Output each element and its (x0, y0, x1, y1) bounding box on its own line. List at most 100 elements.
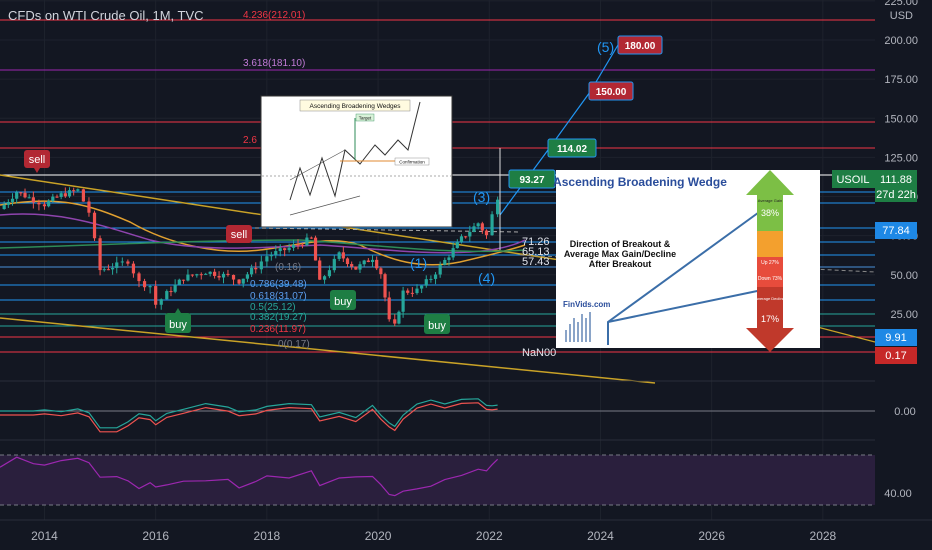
candle-body (393, 319, 397, 324)
buy-signal-3[interactable]: buy (424, 314, 450, 334)
candle-body (245, 274, 250, 279)
fib-label-0382: 0.382(19.27) (250, 312, 307, 323)
candle-body (429, 278, 433, 280)
fib-labels: 4.236(212.01) 3.618(181.10) 2.6 0.786(39… (243, 10, 310, 350)
candle-body (126, 261, 130, 264)
candle-body (2, 204, 6, 210)
candle-body (366, 260, 370, 263)
candle-body (142, 281, 147, 288)
candle-body (23, 192, 27, 198)
target-93-text: 93.27 (519, 175, 544, 186)
buy-label-text: buy (334, 296, 352, 308)
inset-stats-title: Ascending Broadening Wedge (553, 175, 727, 189)
candle-body (269, 254, 273, 257)
candle-body (254, 267, 258, 270)
oscillator-rsi-pane (0, 439, 875, 506)
buy-signal-1[interactable]: buy (165, 308, 191, 333)
candle-body (350, 264, 354, 267)
candle-body (490, 214, 494, 236)
avg-gain-label: Average Gain (758, 198, 782, 203)
candle-body (300, 244, 305, 246)
candle-body (420, 285, 424, 289)
wave-4-label: (4) (478, 270, 495, 286)
candle-body (31, 197, 35, 203)
level-label-6513: 65.13 (522, 246, 550, 258)
candle-body (259, 261, 263, 270)
inset-stats-text-1: Direction of Breakout & (570, 239, 671, 249)
inset-wedge-title: Ascending Broadening Wedges (310, 103, 402, 110)
buy-signal-2[interactable]: buy (330, 290, 356, 310)
usoil-label-badge[interactable]: USOIL (832, 170, 875, 188)
candle-body (186, 274, 190, 281)
inset-logo-bars (565, 312, 591, 342)
price-tick: 125.00 (884, 152, 918, 164)
candle-body (106, 269, 111, 271)
avg-gain-value: 38% (761, 208, 779, 218)
candle-body (455, 241, 459, 249)
target-114[interactable]: 114.02 (547, 138, 597, 158)
candle-body (341, 252, 345, 259)
price-badge-7784-text: 77.84 (882, 225, 910, 237)
sell-signal-1[interactable]: sell (24, 150, 50, 173)
osc1-tick: 0.00 (894, 406, 915, 418)
price-badge-991[interactable]: 9.91 (875, 329, 917, 346)
candle-body (169, 291, 173, 293)
time-tick: 2016 (142, 529, 169, 543)
time-axis[interactable]: 2014 2016 2018 2020 2022 2024 2026 2028 (0, 519, 932, 543)
candle-body (447, 257, 451, 260)
candle-body (110, 267, 115, 270)
candle-body (81, 189, 85, 202)
candle-body (309, 237, 313, 239)
level-label-7126: 71.26 (522, 236, 550, 248)
target-180[interactable]: 180.00 (617, 35, 663, 55)
candle-body (226, 273, 230, 275)
candle-body (190, 274, 194, 276)
time-tick: 2024 (587, 529, 614, 543)
fib-label-3618: 3.618(181.10) (243, 58, 305, 69)
oscillator-macd-pane (0, 380, 875, 433)
fib-label-0618: 0.618(31.07) (250, 291, 307, 302)
finvids-logo: FinVids.com (563, 300, 610, 309)
candle-body (484, 230, 489, 236)
countdown-text: 27d 22h (876, 189, 916, 201)
candle-body (173, 284, 177, 292)
candle-body (19, 192, 23, 194)
avg-decline-label: Average Decline (755, 296, 785, 301)
price-badge-7784[interactable]: 77.84 (875, 222, 917, 239)
candle-body (27, 197, 31, 199)
time-tick: 2014 (31, 529, 58, 543)
usoil-price-badge[interactable]: 111.88 27d 22h (875, 170, 917, 202)
candle-body (410, 292, 414, 294)
candle-body (358, 264, 362, 270)
target-93[interactable]: 93.27 (508, 169, 556, 189)
avg-decline-value: 17% (761, 314, 779, 324)
wave-1-label: (1) (410, 255, 427, 271)
down-pct: Down 73% (758, 276, 783, 282)
target-150[interactable]: 150.00 (588, 81, 634, 101)
candle-body (370, 259, 375, 263)
time-tick: 2020 (365, 529, 392, 543)
candle-body (265, 256, 269, 262)
price-tick: 150.00 (884, 113, 918, 125)
candle-body (165, 291, 169, 300)
candle-body (464, 236, 468, 238)
price-badge-017[interactable]: 0.17 (875, 347, 917, 364)
price-badge-017-text: 0.17 (885, 350, 906, 362)
fib-label-0236: 0.236(11.97) (250, 324, 306, 335)
candle-body (195, 274, 199, 276)
candle-body (37, 202, 41, 205)
candle-body (72, 190, 76, 192)
candle-body (120, 261, 124, 263)
candle-body (383, 274, 387, 298)
candle-body (443, 259, 447, 265)
sell-signal-2[interactable]: sell (226, 225, 252, 243)
candle-body (92, 212, 97, 239)
candle-body (47, 200, 51, 207)
currency-label: USD (890, 10, 913, 22)
inset-stats-text-2: Average Max Gain/Decline (564, 249, 676, 259)
candle-body (148, 286, 152, 288)
candle-body (287, 247, 291, 251)
candle-body (345, 258, 350, 265)
price-axis[interactable]: USD 225.00200.00175.00150.00125.00100.00… (875, 0, 932, 520)
